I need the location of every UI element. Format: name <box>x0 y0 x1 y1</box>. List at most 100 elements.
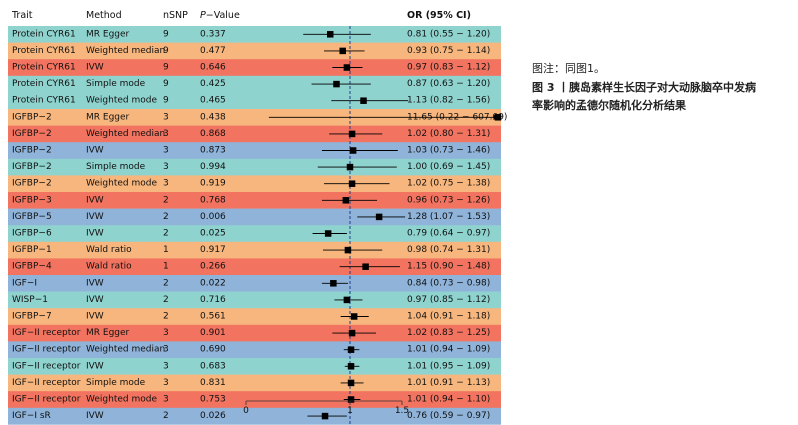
row-method: IVW <box>86 411 104 421</box>
row-or-ci: 1.01 (0.95 − 1.09) <box>407 361 490 371</box>
row-nsnp: 3 <box>163 345 169 355</box>
header-method: Method <box>86 10 122 21</box>
row-or-ci: 1.01 (0.94 − 1.09) <box>407 345 490 355</box>
row-trait: IGFBP−4 <box>12 262 52 272</box>
row-or-ci: 0.93 (0.75 − 1.14) <box>407 46 490 56</box>
row-or-ci: 1.15 (0.90 − 1.48) <box>407 262 490 272</box>
row-method: Simple mode <box>86 79 146 89</box>
row-pvalue: 0.561 <box>200 312 226 322</box>
row-band <box>8 258 501 276</box>
row-pvalue: 0.266 <box>200 262 226 272</box>
row-band <box>8 59 501 77</box>
or-point <box>349 147 357 154</box>
row-nsnp: 2 <box>163 212 169 222</box>
row-trait: Protein CYR61 <box>12 79 76 89</box>
row-trait: WISP−1 <box>12 295 48 305</box>
row-or-ci: 0.79 (0.64 − 0.97) <box>407 229 490 239</box>
or-point <box>344 246 352 254</box>
header-trait: Trait <box>12 10 33 21</box>
header-pvalue-rest: −Value <box>205 10 240 21</box>
row-band <box>8 291 501 309</box>
row-pvalue: 0.006 <box>200 212 226 222</box>
row-method: Weighted median <box>86 129 165 139</box>
row-method: Weighted mode <box>86 395 157 405</box>
row-method: IVW <box>86 278 104 288</box>
row-pvalue: 0.477 <box>200 46 226 56</box>
row-pvalue: 0.690 <box>200 345 226 355</box>
row-band <box>8 75 501 93</box>
or-point <box>339 47 346 55</box>
row-band <box>8 308 501 326</box>
row-or-ci: 1.01 (0.91 − 1.13) <box>407 378 490 388</box>
row-pvalue: 0.465 <box>200 96 226 106</box>
row-band <box>8 92 501 110</box>
row-nsnp: 3 <box>163 162 169 172</box>
row-trait: IGFBP−5 <box>12 212 52 222</box>
or-point <box>333 80 340 88</box>
row-nsnp: 2 <box>163 195 169 205</box>
row-pvalue: 0.768 <box>200 195 226 205</box>
row-nsnp: 3 <box>163 378 169 388</box>
row-trait: IGF−II receptor <box>12 328 81 338</box>
row-method: MR Egger <box>86 328 130 338</box>
header-nsnp: nSNP <box>163 10 188 21</box>
or-point <box>348 180 356 187</box>
row-or-ci: 0.81 (0.55 − 1.20) <box>407 29 490 39</box>
x-tick-label: 1 <box>347 406 353 416</box>
or-point <box>342 197 350 204</box>
row-method: Simple mode <box>86 378 146 388</box>
row-nsnp: 3 <box>163 129 169 139</box>
row-nsnp: 1 <box>163 262 169 272</box>
row-method: IVW <box>86 361 104 371</box>
row-trait: Protein CYR61 <box>12 46 76 56</box>
x-tick-label: 0 <box>243 406 249 416</box>
row-method: Wald ratio <box>86 245 132 255</box>
row-nsnp: 3 <box>163 146 169 156</box>
or-point <box>362 263 369 270</box>
row-pvalue: 0.919 <box>200 179 226 189</box>
row-method: IVW <box>86 212 104 222</box>
row-band <box>8 208 501 226</box>
row-trait: IGFBP−6 <box>12 229 52 239</box>
row-pvalue: 0.716 <box>200 295 226 305</box>
row-band <box>8 26 501 43</box>
row-method: Weighted median <box>86 46 165 56</box>
row-method: MR Egger <box>86 112 130 122</box>
row-nsnp: 9 <box>163 63 169 73</box>
or-point <box>350 313 358 320</box>
or-point <box>343 64 351 71</box>
row-trait: IGF−I <box>12 278 37 288</box>
row-pvalue: 0.337 <box>200 29 226 39</box>
row-trait: IGFBP−2 <box>12 129 52 139</box>
or-point <box>347 363 355 370</box>
row-pvalue: 0.917 <box>200 245 226 255</box>
row-band <box>8 275 501 292</box>
row-method: MR Egger <box>86 29 130 39</box>
caption-title-text: 丨胰岛素样生长因子对大动脉脑卒中发病 <box>557 81 756 94</box>
row-nsnp: 3 <box>163 112 169 122</box>
row-nsnp: 2 <box>163 312 169 322</box>
row-band <box>8 192 501 209</box>
row-nsnp: 3 <box>163 361 169 371</box>
row-band <box>8 407 501 425</box>
or-point <box>326 31 334 38</box>
row-trait: IGF−II receptor <box>12 361 81 371</box>
x-tick-label: 1.5 <box>395 406 409 416</box>
or-point <box>321 412 329 420</box>
or-point <box>347 379 355 387</box>
row-pvalue: 0.901 <box>200 328 226 338</box>
row-trait: IGFBP−7 <box>12 312 52 322</box>
or-point <box>348 130 356 138</box>
row-trait: IGF−II receptor <box>12 378 81 388</box>
row-pvalue: 0.753 <box>200 395 226 405</box>
or-point <box>348 329 356 337</box>
row-or-ci: 1.03 (0.73 − 1.46) <box>407 146 490 156</box>
row-nsnp: 3 <box>163 179 169 189</box>
row-band <box>8 391 501 409</box>
header-pvalue-p: P <box>200 10 206 21</box>
caption-fig-label: 图 3 <box>532 81 555 94</box>
row-trait: IGFBP−2 <box>12 179 52 189</box>
or-point <box>330 280 337 287</box>
row-trait: IGF−I sR <box>12 411 51 421</box>
row-band <box>8 225 501 243</box>
